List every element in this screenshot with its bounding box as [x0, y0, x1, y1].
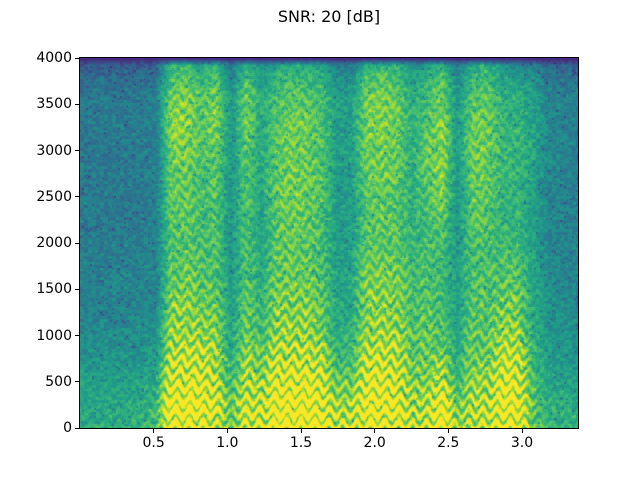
chart-title: SNR: 20 [dB]: [277, 7, 381, 26]
x-tick-label: 1.5: [289, 435, 313, 451]
spectrogram-canvas: [80, 58, 578, 428]
x-tick-label: 1.0: [216, 435, 239, 451]
y-tick-label: 2000: [36, 235, 72, 251]
x-tick-mark: [300, 428, 302, 433]
x-tick-label: 0.5: [142, 435, 165, 451]
x-tick-mark: [521, 428, 523, 433]
x-tick-mark: [153, 428, 155, 433]
y-tick-label: 500: [45, 373, 72, 390]
y-tick-mark: [75, 242, 80, 244]
y-tick-mark: [75, 196, 80, 198]
y-tick-label: 1500: [36, 281, 72, 298]
y-tick-label: 3000: [36, 142, 72, 159]
x-tick-mark: [374, 428, 376, 433]
y-tick-mark: [75, 288, 80, 290]
y-tick-mark: [75, 427, 80, 429]
plot-frame: [79, 57, 579, 429]
y-tick-mark: [75, 150, 80, 151]
y-tick-label: 0: [63, 420, 72, 436]
y-tick-mark: [75, 57, 80, 59]
x-tick-label: 2.0: [363, 435, 386, 451]
x-tick-mark: [447, 428, 449, 433]
x-tick-label: 3.0: [510, 435, 534, 451]
y-tick-label: 4000: [36, 50, 72, 66]
y-tick-label: 2500: [36, 188, 72, 205]
y-tick-label: 3500: [36, 96, 72, 113]
y-tick-mark: [75, 335, 80, 336]
y-tick-mark: [75, 381, 80, 383]
y-tick-mark: [75, 103, 80, 105]
x-tick-label: 2.5: [437, 435, 460, 451]
x-tick-mark: [226, 428, 228, 433]
y-tick-label: 1000: [36, 327, 72, 344]
